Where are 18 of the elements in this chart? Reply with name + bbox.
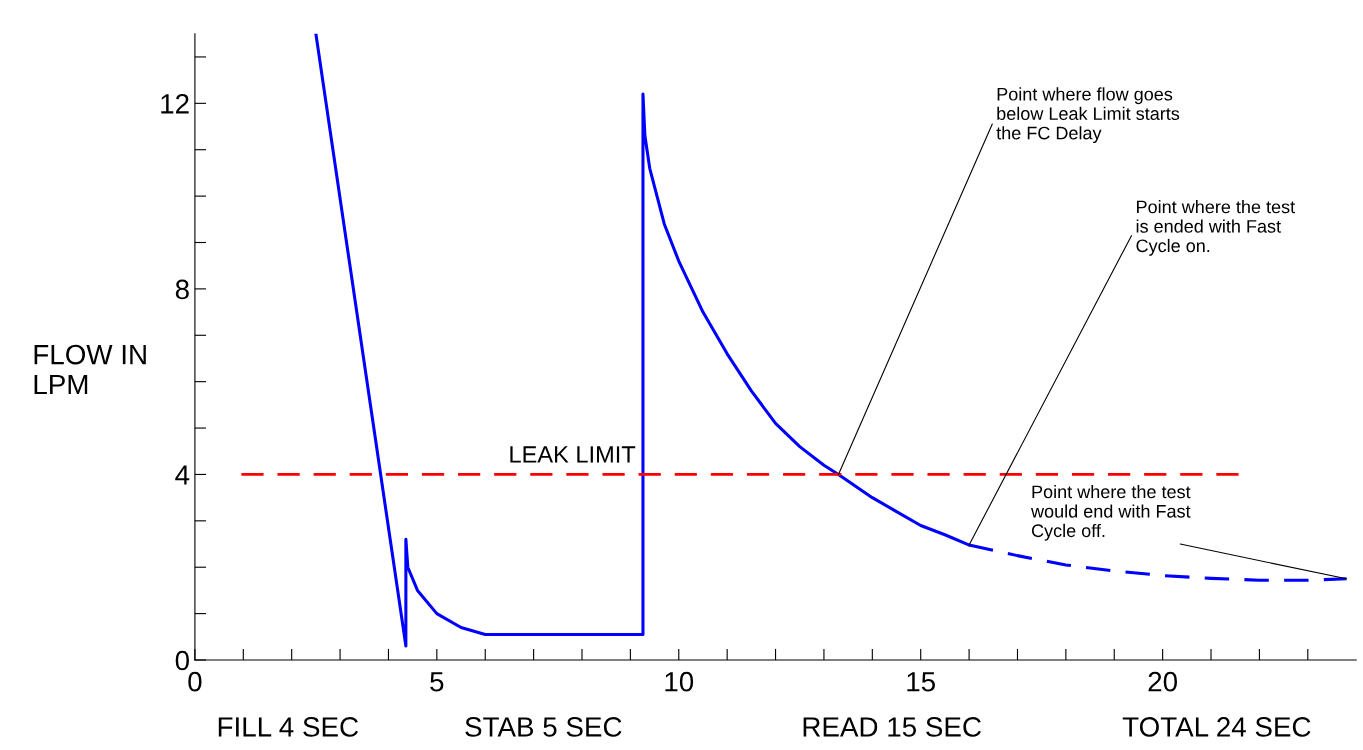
y-axis-title: FLOW IN LPM bbox=[34, 344, 146, 395]
y-tick-label: 8 bbox=[175, 279, 189, 300]
x-tick-label: 5 bbox=[430, 672, 444, 692]
x-tick-label: 0 bbox=[188, 671, 202, 692]
y-tick-label: 0 bbox=[175, 650, 189, 671]
x-tick-label: 20 bbox=[1148, 671, 1177, 692]
text: READ 15 SEC bbox=[803, 717, 981, 737]
annotation: Point where the test would end with Fast Cycle off. bbox=[1031, 484, 1191, 541]
x-tick-label: 10 bbox=[665, 671, 694, 692]
ref-line-label: LEAK LIMIT bbox=[510, 446, 636, 463]
annotation: Point where flow goes below Leak Limit starts the FC Delay bbox=[996, 87, 1180, 144]
text: STAB 5 SEC bbox=[465, 717, 622, 737]
text: TOTAL 24 SEC bbox=[1122, 717, 1311, 737]
y-tick-label: 12 bbox=[161, 94, 189, 114]
x-tick-label: 15 bbox=[907, 672, 935, 692]
y-tick-label: 4 bbox=[175, 465, 190, 485]
annotation: Point where the test is ended with Fast Cycle on. bbox=[1136, 200, 1295, 256]
text: FILL 4 SEC bbox=[218, 717, 359, 737]
